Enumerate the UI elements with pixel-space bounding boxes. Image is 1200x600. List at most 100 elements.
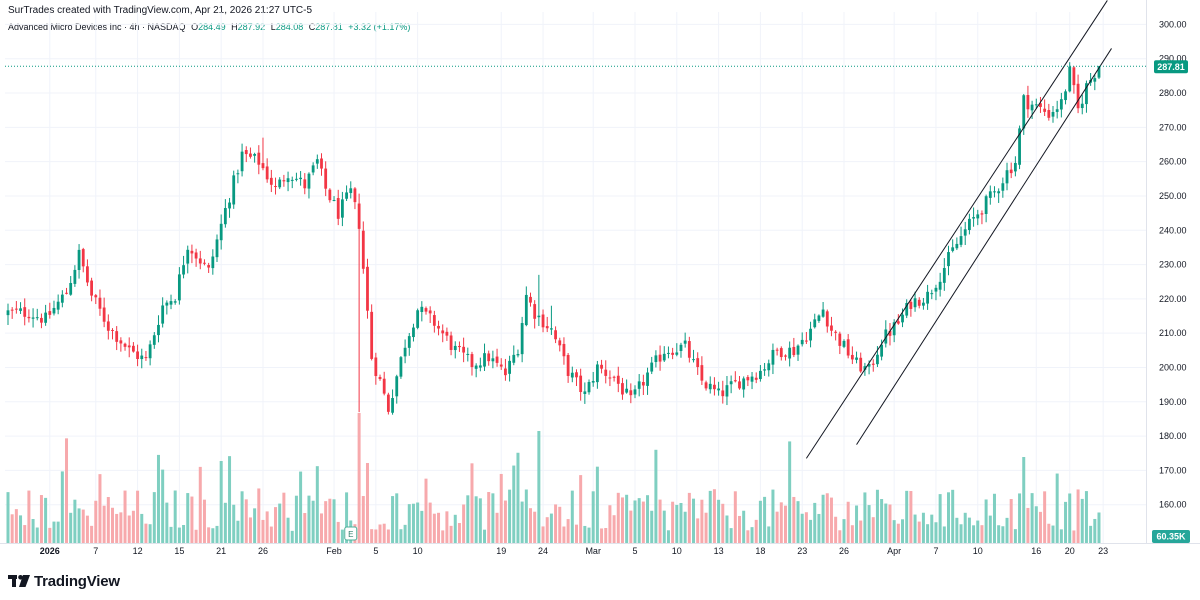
volume-bar bbox=[19, 515, 23, 543]
volume-bar bbox=[499, 473, 503, 543]
candle-body bbox=[148, 344, 152, 359]
candle-body bbox=[763, 369, 766, 371]
candle-body bbox=[888, 330, 892, 336]
y-tick-label: 270.00 bbox=[1159, 122, 1187, 132]
lower-channel-line[interactable] bbox=[856, 48, 1112, 445]
volume-bar bbox=[1034, 506, 1038, 543]
volume-bar bbox=[336, 521, 340, 543]
volume-bar bbox=[834, 516, 838, 543]
volume-bar bbox=[763, 496, 767, 543]
x-tick-label: 5 bbox=[373, 546, 378, 556]
tradingview-logo-icon bbox=[8, 575, 30, 587]
candle-body bbox=[1030, 104, 1034, 111]
volume-bar bbox=[980, 525, 984, 543]
volume-bar bbox=[809, 519, 813, 543]
candle-body bbox=[646, 372, 649, 386]
volume-bar bbox=[374, 529, 378, 543]
volume-bar bbox=[1084, 491, 1088, 543]
candle-body bbox=[144, 357, 148, 359]
volume-bar bbox=[1072, 530, 1076, 543]
low-label: L bbox=[270, 22, 276, 32]
candle-body bbox=[504, 368, 507, 376]
candle-body bbox=[759, 370, 762, 380]
candle-body bbox=[203, 262, 206, 264]
volume-bar bbox=[144, 523, 148, 543]
volume-bar bbox=[604, 528, 608, 543]
time-axis[interactable]: 2026 7 12 15 21 26 Feb 5 10 19 24 Mar 5 10 13 18 23 26 Apr… bbox=[0, 543, 1200, 557]
candle-body bbox=[366, 266, 369, 311]
candle-body bbox=[922, 302, 925, 306]
y-tick-label: 280.00 bbox=[1159, 88, 1187, 98]
candle-body bbox=[487, 353, 491, 362]
y-tick-label: 160.00 bbox=[1159, 500, 1187, 510]
volume-bar bbox=[696, 518, 700, 543]
volume-bar bbox=[712, 489, 716, 543]
volume-bar bbox=[282, 492, 286, 543]
volume-bar bbox=[1076, 489, 1080, 543]
candle-body bbox=[449, 335, 453, 350]
volume-bar bbox=[654, 449, 658, 543]
candle-body bbox=[44, 312, 48, 323]
volume-bar bbox=[223, 502, 227, 543]
last-price-badge bbox=[1154, 60, 1188, 74]
volume-bar bbox=[587, 527, 591, 543]
candle-body bbox=[391, 398, 394, 413]
candle-body bbox=[48, 311, 52, 315]
volume-bar bbox=[378, 524, 382, 543]
volume-bar bbox=[416, 502, 420, 543]
volume-bar bbox=[111, 507, 114, 543]
candle-body bbox=[253, 154, 257, 156]
candle-body bbox=[742, 378, 746, 390]
volume-bar bbox=[888, 504, 892, 543]
price-axis[interactable]: 300.00 290.00 280.00 270.00 260.00 250.00 240.… bbox=[1146, 0, 1191, 543]
candle-body bbox=[746, 377, 750, 381]
candle-body bbox=[269, 177, 273, 185]
volume-bar bbox=[917, 521, 921, 543]
volume-bar bbox=[930, 514, 934, 543]
candle-body bbox=[566, 354, 570, 376]
candle-body bbox=[123, 343, 127, 347]
volume-bar bbox=[508, 489, 512, 543]
candle-body bbox=[215, 239, 219, 258]
volume-bar bbox=[687, 492, 691, 543]
candle-body bbox=[625, 388, 629, 393]
volume-bar bbox=[27, 490, 31, 543]
upper-channel-line[interactable] bbox=[805, 0, 1108, 459]
volume-bar bbox=[855, 505, 859, 543]
candle-body bbox=[1005, 170, 1009, 184]
candle-body bbox=[311, 165, 315, 173]
volume-bar bbox=[136, 490, 140, 543]
x-tick-label: 10 bbox=[672, 546, 682, 556]
volume-bar bbox=[800, 513, 804, 543]
volume-bar bbox=[947, 492, 950, 543]
candle-body bbox=[804, 340, 808, 342]
volume-bar bbox=[177, 527, 181, 543]
volume-bar bbox=[666, 530, 670, 543]
y-tick-label: 200.00 bbox=[1159, 362, 1187, 372]
candle-body bbox=[244, 150, 248, 155]
volume-bar bbox=[729, 528, 733, 543]
volume-bar bbox=[620, 497, 624, 543]
volume-bar bbox=[754, 519, 758, 543]
candle-body bbox=[6, 310, 10, 316]
volume-bar bbox=[846, 501, 850, 543]
candle-body bbox=[892, 322, 896, 336]
earnings-marker[interactable] bbox=[344, 526, 358, 541]
volume-bar bbox=[332, 499, 336, 543]
volume-bar bbox=[399, 529, 403, 543]
x-tick-label: 7 bbox=[933, 546, 938, 556]
candle-body bbox=[909, 301, 913, 309]
tradingview-logo[interactable]: TradingView bbox=[8, 571, 120, 591]
volume-bar bbox=[863, 492, 867, 543]
volume-bar bbox=[420, 510, 424, 543]
y-tick-label: 240.00 bbox=[1159, 225, 1187, 235]
volume-bar bbox=[202, 499, 206, 543]
candle-body bbox=[520, 323, 524, 355]
volume-bar bbox=[1059, 529, 1063, 543]
candle-body bbox=[1085, 83, 1088, 105]
candle-body bbox=[10, 309, 14, 311]
candle-body bbox=[90, 280, 93, 296]
volume-bar bbox=[35, 527, 39, 543]
x-tick-label: 13 bbox=[714, 546, 724, 556]
